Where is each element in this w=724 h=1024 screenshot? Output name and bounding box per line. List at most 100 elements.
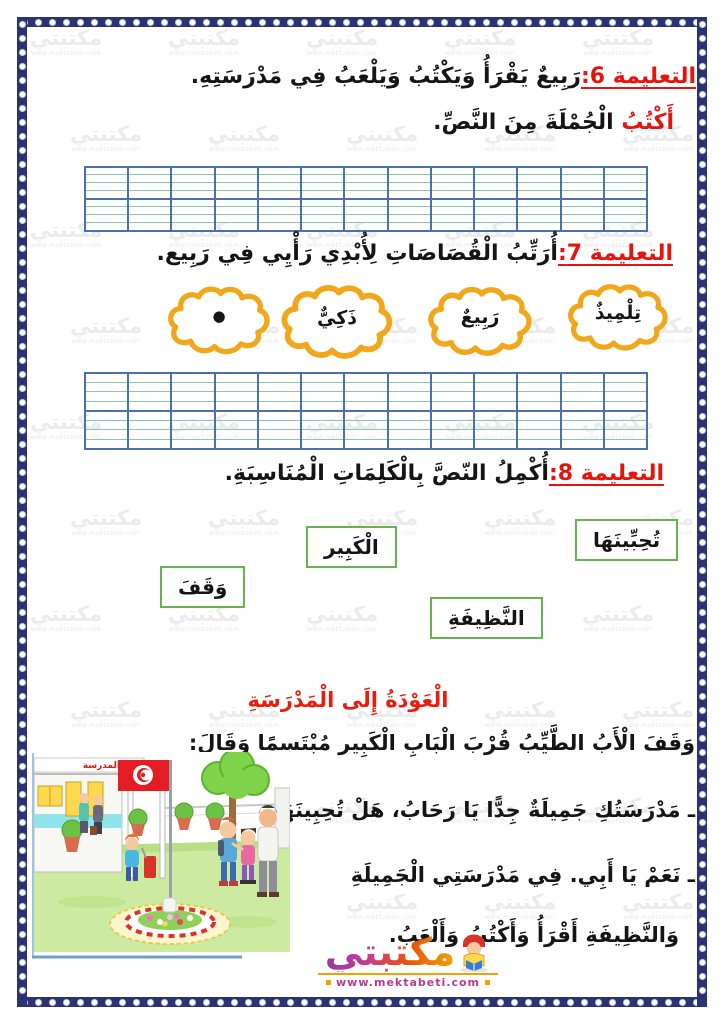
frame-ornament-dot bbox=[699, 917, 705, 923]
frame-ornament-dot bbox=[553, 999, 559, 1005]
frame-ornament-dot bbox=[699, 147, 705, 153]
frame-ornament-dot bbox=[19, 945, 25, 951]
frame-ornament-dot bbox=[699, 581, 705, 587]
frame-ornament-dot bbox=[19, 35, 25, 41]
frame-ornament-dot bbox=[105, 999, 111, 1005]
cloud-shape-icon bbox=[168, 286, 270, 355]
frame-ornament-dot bbox=[699, 119, 705, 125]
frame-ornament-dot bbox=[699, 469, 705, 475]
grid-line bbox=[84, 420, 648, 421]
frame-ornament-dot bbox=[19, 105, 25, 111]
frame-ornament-dot bbox=[147, 999, 153, 1005]
frame-ornament-dot bbox=[19, 231, 25, 237]
frame-ornament-dot bbox=[693, 19, 699, 25]
frame-ornament-dot bbox=[19, 917, 25, 923]
grid-line bbox=[300, 166, 302, 232]
frame-ornament-dot bbox=[203, 999, 209, 1005]
grid-line bbox=[84, 372, 86, 450]
frame-ornament-dot bbox=[19, 245, 25, 251]
frame-ornament-dot bbox=[301, 999, 307, 1005]
grid-line bbox=[473, 166, 475, 232]
frame-ornament-dot bbox=[77, 999, 83, 1005]
frame-ornament-dot bbox=[189, 999, 195, 1005]
cloud-word-label: رَبِيعٌ bbox=[460, 306, 500, 328]
frame-ornament-dot bbox=[399, 999, 405, 1005]
frame-ornament-dot bbox=[357, 999, 363, 1005]
grid-line bbox=[603, 372, 605, 450]
father-and-children bbox=[218, 805, 279, 897]
frame-ornament-dot bbox=[19, 287, 25, 293]
frame-ornament-dot bbox=[699, 287, 705, 293]
frame-ornament-dot bbox=[19, 987, 25, 993]
grid-line bbox=[84, 190, 648, 191]
frame-ornament-dot bbox=[699, 441, 705, 447]
frame-ornament-dot bbox=[19, 525, 25, 531]
instruction-7-text: أُرَتِّبُ الْقُصَاصَاتِ لِأُبْدِي رَأْيِ… bbox=[156, 241, 558, 266]
frame-ornament-dot bbox=[19, 861, 25, 867]
frame-ornament-dot bbox=[511, 999, 517, 1005]
instruction-6-task-text: الْجُمْلَةَ مِنَ النَّصِّ. bbox=[433, 110, 614, 135]
frame-ornament-dot bbox=[19, 959, 25, 965]
cloud-word-thaki: ذَكِيٌّ bbox=[278, 283, 396, 360]
grid-line bbox=[516, 166, 518, 232]
planter-icons bbox=[61, 802, 225, 852]
frame-ornament-dot bbox=[217, 999, 223, 1005]
frame-ornament-dot bbox=[539, 999, 545, 1005]
frame-ornament-dot bbox=[19, 973, 25, 979]
word-box-waqafa: وَقَفَ bbox=[160, 566, 246, 608]
writing-grid-2 bbox=[84, 372, 648, 450]
frame-ornament-dot bbox=[699, 217, 705, 223]
frame-ornament-dot bbox=[19, 651, 25, 657]
grid-line bbox=[84, 410, 648, 412]
frame-ornament-dot bbox=[19, 259, 25, 265]
frame-ornament-dot bbox=[469, 999, 475, 1005]
frame-ornament-dot bbox=[19, 203, 25, 209]
frame-ornament-dot bbox=[343, 999, 349, 1005]
frame-ornament-dot bbox=[385, 19, 391, 25]
frame-ornament-dot bbox=[623, 19, 629, 25]
frame-ornament-dot bbox=[609, 999, 615, 1005]
frame-ornament-dot bbox=[343, 19, 349, 25]
frame-ornament-dot bbox=[441, 999, 447, 1005]
instruction-8-label: التعليمة 8: bbox=[548, 461, 664, 486]
frame-ornament-dot bbox=[19, 777, 25, 783]
frame-ornament-dot bbox=[19, 63, 25, 69]
frame-ornament-dot bbox=[19, 301, 25, 307]
grid-line bbox=[127, 166, 129, 232]
frame-ornament-dot bbox=[19, 931, 25, 937]
frame-ornament-dot bbox=[699, 819, 705, 825]
frame-ornament-dot bbox=[699, 679, 705, 685]
frame-ornament-dot bbox=[259, 999, 265, 1005]
frame-ornament-dot bbox=[371, 19, 377, 25]
frame-right bbox=[697, 17, 707, 1007]
frame-ornament-dot bbox=[287, 19, 293, 25]
frame-ornament-dot bbox=[19, 637, 25, 643]
story-line-2: ـ مَدْرَسَتُكِ جَمِيلَةٌ جِدًّا يَا رَحَ… bbox=[261, 798, 695, 822]
frame-ornament-dot bbox=[19, 427, 25, 433]
frame-ornament-dot bbox=[699, 889, 705, 895]
frame-ornament-dot bbox=[19, 21, 25, 27]
story-line-3: ـ نَعَمْ يَا أَبِي. فِي مَدْرَسَتِي الْج… bbox=[350, 863, 695, 887]
word-box-tuhibbinaha: تُحِبِّينَهَا bbox=[575, 519, 679, 561]
frame-ornament-dot bbox=[595, 19, 601, 25]
grid-line bbox=[473, 372, 475, 450]
frame-ornament-dot bbox=[699, 133, 705, 139]
frame-ornament-dot bbox=[19, 693, 25, 699]
frame-ornament-dot bbox=[699, 497, 705, 503]
frame-ornament-dot bbox=[699, 511, 705, 517]
frame-ornament-dot bbox=[63, 19, 69, 25]
school-scene-image: المدرسة bbox=[32, 752, 290, 960]
instruction-6-label: التعليمة 6: bbox=[580, 64, 696, 89]
frame-ornament-dot bbox=[175, 999, 181, 1005]
frame-ornament-dot bbox=[699, 161, 705, 167]
frame-ornament-dot bbox=[49, 19, 55, 25]
frame-ornament-dot bbox=[623, 999, 629, 1005]
frame-ornament-dot bbox=[679, 19, 685, 25]
grid-line bbox=[646, 166, 648, 232]
grid-line bbox=[84, 429, 648, 430]
frame-ornament-dot bbox=[315, 999, 321, 1005]
frame-ornament-dot bbox=[19, 735, 25, 741]
frame-ornament-dot bbox=[525, 19, 531, 25]
